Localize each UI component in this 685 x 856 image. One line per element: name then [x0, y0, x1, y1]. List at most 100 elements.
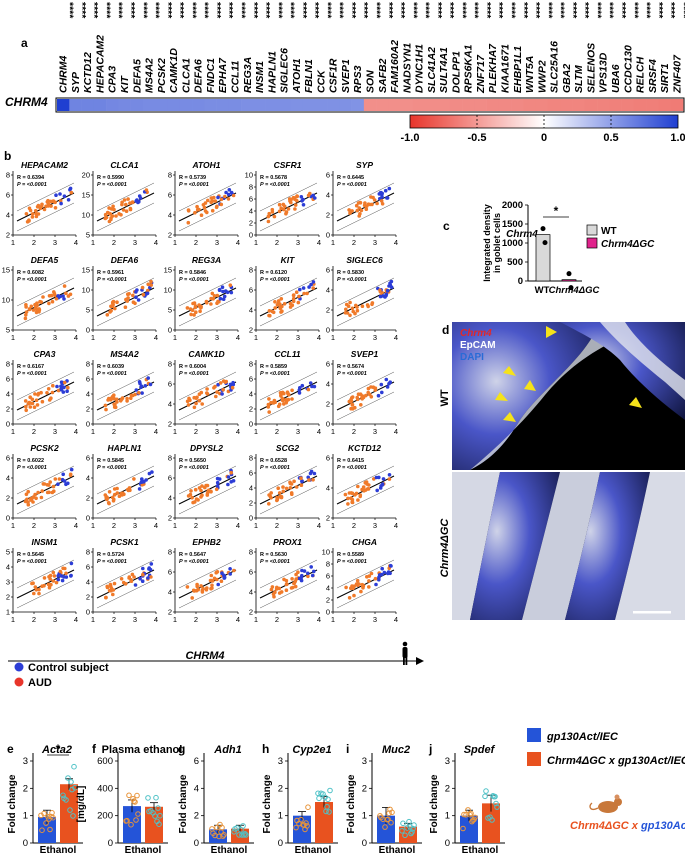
bottom-point: [131, 798, 137, 804]
gene-label: CPA3: [107, 66, 119, 93]
scatter-point: [27, 307, 32, 312]
scatter-point: [34, 211, 38, 216]
bottom-bar: [145, 806, 163, 843]
r-value: R = 0.6528: [260, 458, 287, 464]
x-tick-label: 4: [317, 615, 321, 624]
scatter-point: [131, 293, 135, 298]
ci-line: [96, 559, 155, 589]
scatter-point: [279, 297, 284, 301]
p-value: P = <0.0001: [337, 371, 367, 377]
y-tick-label: 8: [86, 360, 90, 369]
y-tick-label: 2: [326, 306, 330, 315]
bottom-point: [402, 832, 408, 839]
y-tick-label: 3: [445, 756, 450, 767]
scatter-point: [281, 485, 285, 489]
scatter-point: [58, 294, 62, 299]
scatter-point: [310, 573, 315, 578]
scatter-point: [215, 293, 220, 298]
ci-line: [259, 371, 318, 401]
bottom-point: [61, 795, 67, 802]
x-tick-label: 2: [352, 427, 356, 436]
y-tick-label: 4: [249, 588, 253, 597]
scatter-point: [112, 492, 117, 497]
scatter-point: [379, 199, 384, 203]
heatmap-cell: [228, 99, 242, 111]
scatter-point: [300, 479, 304, 484]
scatter-point: [134, 295, 138, 300]
bottom-xlabel: Ethanol: [462, 845, 499, 856]
y-tick-label: 6: [326, 171, 330, 180]
scatter-point: [135, 288, 139, 292]
sig-stars: ****: [235, 2, 247, 19]
x-tick-label: 3: [53, 427, 57, 436]
scatter-point: [149, 279, 153, 284]
scatter-point: [193, 487, 198, 492]
y-tick-label: 4: [249, 390, 253, 399]
scatter-point: [209, 296, 213, 301]
gene-label: GBA2: [561, 64, 573, 93]
ci-line: [336, 182, 395, 212]
scatter-point: [212, 195, 216, 200]
legend-control-label: Control subject: [28, 662, 109, 674]
r-value: R = 0.5830: [337, 270, 364, 276]
legend-chrm4-gp130-swatch: [527, 752, 541, 766]
x-tick-label: 3: [296, 615, 300, 624]
x-tick-label: 2: [352, 615, 356, 624]
scatter-point: [297, 388, 302, 392]
sig-stars: ****: [358, 2, 370, 19]
ci-line: [259, 297, 318, 327]
scatter-point: [382, 570, 387, 575]
scatter-point: [46, 582, 51, 587]
scatter-point: [136, 298, 141, 302]
p-value: P = <0.0001: [337, 277, 367, 283]
scatter-point: [352, 593, 356, 598]
scatter-point: [206, 198, 210, 203]
scatter-point: [194, 396, 198, 400]
ci-line: [96, 465, 155, 495]
bottom-ylabel: Fold change: [178, 774, 189, 833]
scatter-point: [33, 492, 37, 497]
scatter-point: [46, 202, 51, 206]
scatter-point: [200, 590, 205, 594]
scatter-point: [380, 191, 385, 196]
r-value: R = 0.6022: [17, 458, 44, 464]
y-tick-label: 6: [168, 568, 172, 577]
bottom-point: [326, 809, 332, 815]
colorbar-tick-label: 0: [541, 132, 547, 144]
scatter-point: [190, 308, 195, 313]
x-tick-label: 2: [275, 238, 279, 247]
r-value: R = 0.5724: [97, 552, 125, 558]
gene-label: CSF1R: [328, 58, 340, 93]
scatter-point: [292, 581, 296, 586]
scatter-point: [380, 572, 384, 577]
x-tick-label: 4: [236, 615, 240, 624]
scatter-point: [138, 576, 142, 581]
scatter-point: [366, 202, 371, 206]
x-tick-label: 1: [173, 521, 177, 530]
gene-label: MS4A2: [144, 58, 156, 93]
panel-label: f: [92, 742, 97, 756]
r-value: R = 0.5845: [97, 458, 124, 464]
heatmap-cell: [498, 99, 512, 111]
regression-line: [16, 569, 75, 599]
scatter-title: SVEP1: [351, 349, 379, 359]
scatter-point: [66, 198, 71, 202]
scatter-point: [123, 582, 128, 586]
scatter-point: [279, 310, 283, 314]
y-tick-label: 4: [6, 211, 10, 220]
c-cat-wt: WT: [535, 285, 550, 296]
heatmap-cell: [363, 99, 377, 111]
ci-line: [259, 202, 318, 232]
scatter-point: [231, 193, 236, 198]
sig-stars: ****: [653, 2, 665, 19]
scatter-point: [112, 396, 116, 401]
regression-line: [336, 569, 395, 599]
ci-line: [336, 485, 395, 515]
heatmap-cell: [351, 99, 365, 111]
scatter-point: [121, 208, 126, 212]
scatter-point: [188, 398, 192, 403]
gene-label: KIAA1671: [500, 44, 512, 93]
x-tick-label: 2: [112, 333, 116, 342]
scatter-point: [104, 595, 108, 600]
scatter-point: [356, 498, 360, 502]
